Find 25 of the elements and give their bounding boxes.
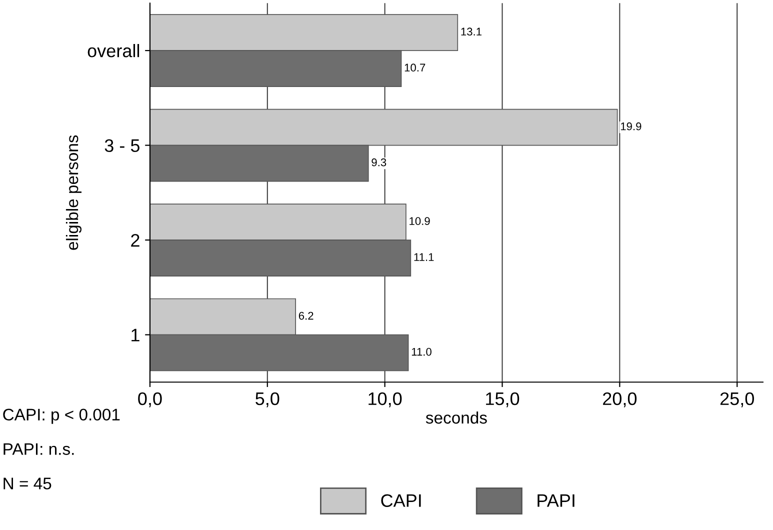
data-label: 9.3 [372, 158, 386, 166]
x-tick-label: 15,0 [486, 392, 520, 408]
data-label: 10.9 [410, 217, 430, 226]
text: N = 45 [4, 478, 52, 490]
text: PAPI: n.s. [4, 443, 74, 455]
x-tick-label: 0,0 [138, 392, 162, 408]
y-axis-title: eligible persons [66, 135, 82, 250]
data-label: 6.2 [298, 312, 314, 320]
x-tick-label: 5,0 [256, 392, 280, 408]
y-tick-label: 2 [131, 234, 140, 247]
y-tick-label: 3 - 5 [104, 139, 140, 152]
data-label: 19.9 [620, 122, 642, 130]
y-tick-label: 1 [132, 328, 140, 342]
data-label: 11.0 [412, 348, 432, 356]
x-tick-label: 25,0 [720, 392, 754, 408]
data-label: 13.1 [461, 28, 482, 36]
data-label: 10.7 [404, 64, 426, 72]
text: CAPI: p < 0.001 [3, 408, 120, 424]
legend-label: PAPI [538, 494, 574, 507]
x-tick-label: 10,0 [368, 392, 402, 408]
legend-label: CAPI [381, 494, 421, 507]
x-tick-label: 20,0 [603, 392, 637, 408]
data-label: 11.1 [414, 253, 434, 261]
y-tick-label: overall [88, 44, 140, 58]
x-axis-title: seconds [426, 411, 487, 424]
